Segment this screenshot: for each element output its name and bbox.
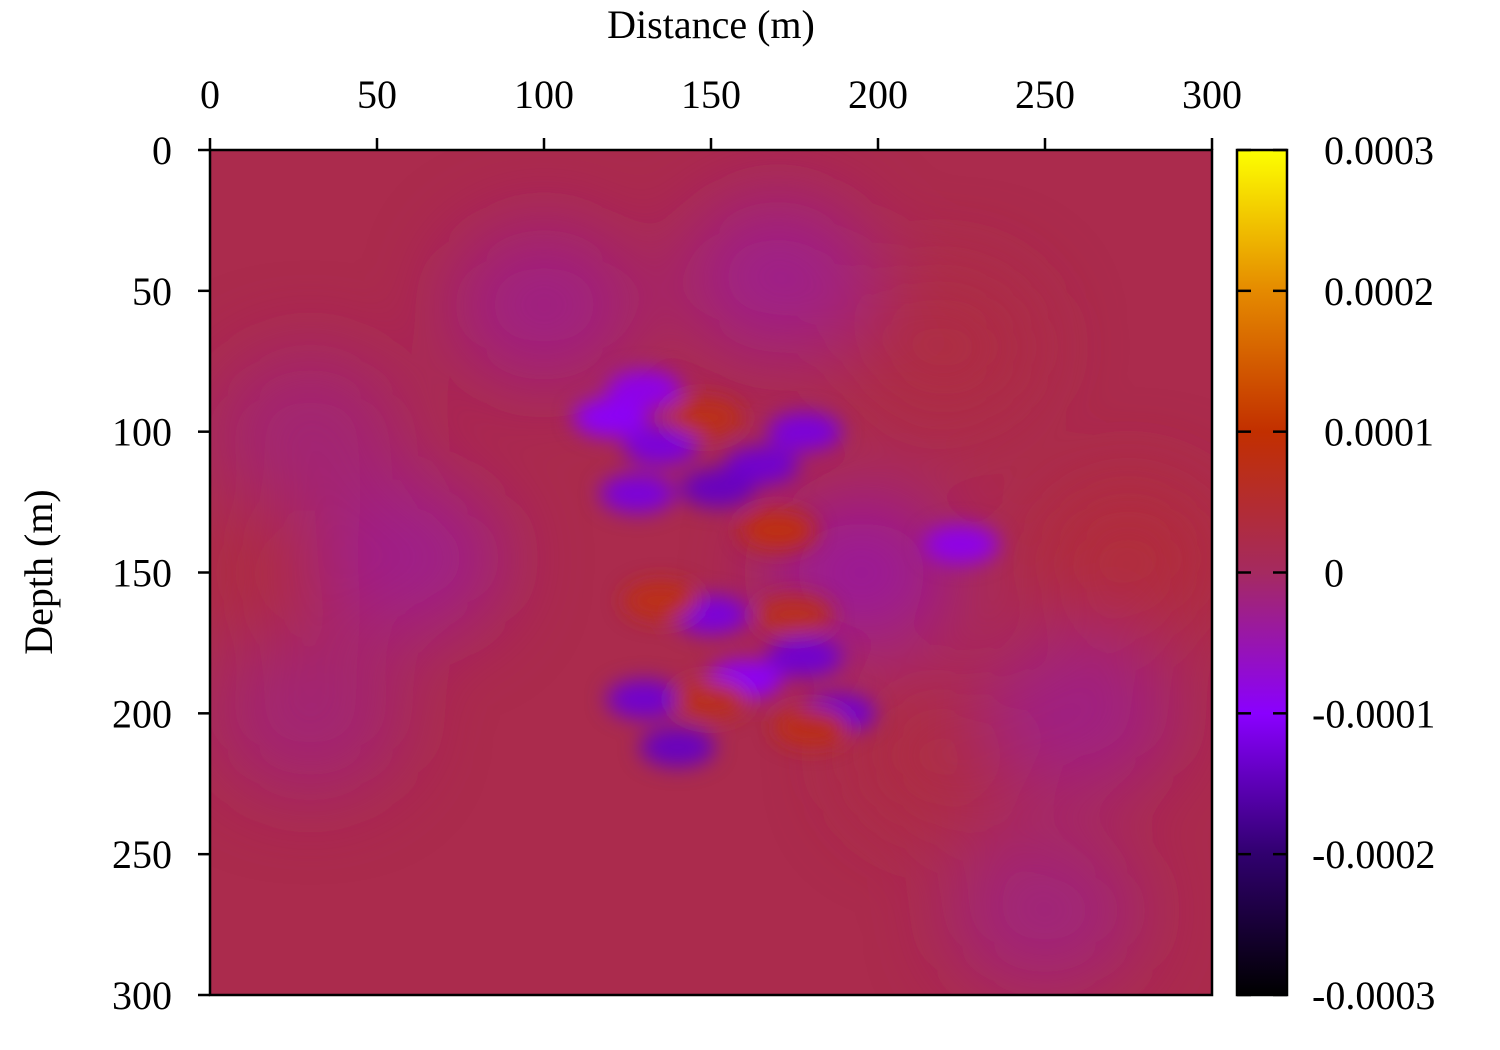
heatmap-cell bbox=[682, 196, 873, 357]
heatmap-cell bbox=[666, 397, 743, 438]
colorbar-tick-label: 0 bbox=[1324, 551, 1344, 596]
colorbar-tick-label: -0.0002 bbox=[1312, 832, 1435, 877]
x-tick-label: 250 bbox=[1015, 72, 1075, 117]
heatmap-cell bbox=[599, 473, 676, 514]
y-tick-label: 50 bbox=[132, 269, 172, 314]
heatmap-cell bbox=[923, 524, 1000, 565]
heatmap-cell bbox=[766, 637, 843, 677]
heatmap-cell bbox=[215, 633, 406, 794]
heatmap-cell bbox=[756, 594, 833, 635]
heatmap-cell bbox=[773, 707, 850, 748]
y-tick-label: 200 bbox=[112, 691, 172, 736]
y-tick-label: 250 bbox=[112, 832, 172, 877]
heatmap-cell bbox=[606, 369, 683, 410]
colorbar: 0.0003 0.0002 0.0001 0 -0.0001 -0.0002 -0.0003 bbox=[1235, 128, 1435, 1018]
x-tick-label: 200 bbox=[848, 72, 908, 117]
colorbar-tick-label: -0.0003 bbox=[1312, 973, 1435, 1018]
heatmap-cell bbox=[449, 224, 639, 385]
x-tick-label: 300 bbox=[1182, 72, 1242, 117]
heatmap-cell bbox=[849, 267, 1040, 428]
heatmap-cell bbox=[622, 425, 699, 466]
heatmap-cell bbox=[679, 468, 756, 508]
colorbar-tick-label: 0.0001 bbox=[1324, 410, 1434, 455]
heatmap-cell bbox=[315, 478, 506, 639]
colorbar-tick-label: -0.0001 bbox=[1312, 691, 1435, 736]
heatmap-cell bbox=[673, 679, 749, 720]
colorbar-tick-label: 0.0003 bbox=[1324, 128, 1434, 173]
x-axis: 0 50 100 150 200 250 300 bbox=[200, 72, 1242, 150]
x-tick-label: 150 bbox=[681, 72, 741, 117]
x-tick-label: 100 bbox=[514, 72, 574, 117]
heatmap-cell bbox=[739, 510, 816, 551]
y-tick-label: 100 bbox=[112, 410, 172, 455]
colorbar-ticks: 0.0003 0.0002 0.0001 0 -0.0001 -0.0002 -0.0003 bbox=[1237, 128, 1435, 1018]
heatmap-cell bbox=[622, 580, 699, 621]
y-tick-label: 150 bbox=[112, 551, 172, 596]
x-tick-label: 0 bbox=[200, 72, 220, 117]
x-tick-label: 50 bbox=[357, 72, 397, 117]
heatmap-cell bbox=[639, 727, 716, 768]
heatmap-cell bbox=[950, 830, 1140, 991]
heatmap-broad-features bbox=[215, 196, 1212, 991]
heatmap-cell bbox=[606, 679, 683, 720]
x-axis-title: Distance (m) bbox=[607, 2, 815, 47]
y-axis-title: Depth (m) bbox=[16, 489, 61, 655]
heatmap-cell bbox=[983, 633, 1174, 794]
heatmap-cell bbox=[215, 351, 406, 512]
colorbar-tick-label: 0.0002 bbox=[1324, 269, 1434, 314]
y-axis: 0 50 100 150 200 250 300 bbox=[112, 128, 210, 1018]
y-tick-label: 0 bbox=[152, 128, 172, 173]
heatmap-cell bbox=[1033, 478, 1212, 639]
heatmap-cell bbox=[766, 411, 843, 452]
plot-area bbox=[210, 150, 1212, 995]
y-tick-label: 300 bbox=[112, 973, 172, 1018]
heatmap-local-features bbox=[572, 369, 1000, 768]
